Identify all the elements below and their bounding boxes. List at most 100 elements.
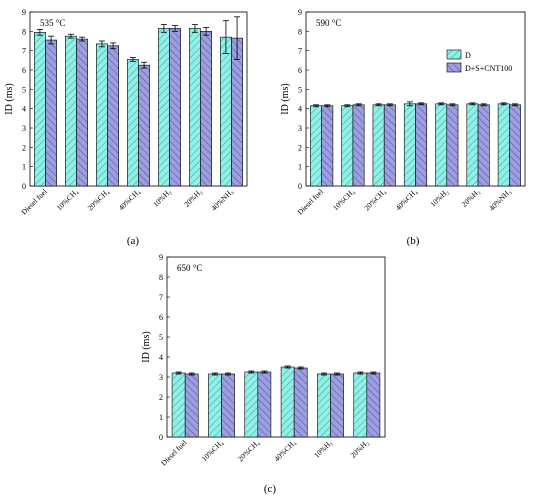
y-tick-label: 7: [159, 293, 163, 302]
bar-d: [220, 36, 232, 187]
bar-dscnt: [45, 39, 57, 187]
bar-d: [34, 31, 46, 187]
panel-label: (c): [264, 483, 277, 495]
x-tick-label: 10%CH₄: [200, 438, 226, 464]
y-tick-label: 2: [159, 393, 163, 402]
y-tick-label: 3: [159, 373, 163, 382]
y-tick-label: 4: [159, 353, 163, 362]
legend-swatch: [446, 62, 462, 73]
bar-dscnt: [477, 104, 490, 187]
y-tick-label: 5: [298, 85, 302, 94]
legend-swatch: [446, 49, 462, 60]
bar-d: [208, 373, 222, 438]
bar-d: [435, 103, 448, 187]
y-axis-label: ID (ms): [141, 331, 152, 362]
y-tick-label: 0: [298, 182, 302, 191]
y-tick-label: 6: [22, 66, 26, 75]
chart-panel-a: 0 1 2 3 4 5 6 7 8 9 ID (ms) 535 °C Diesel fuel 10%CH₄…: [4, 8, 248, 247]
bar-dscnt: [293, 367, 308, 438]
y-tick-label: 6: [159, 313, 163, 322]
x-tick-label: 20%H₂: [182, 187, 204, 209]
y-tick-label: 7: [22, 47, 26, 56]
legend-label: D: [465, 51, 471, 60]
bar-dscnt: [257, 371, 272, 438]
chart-panel-c: 0 1 2 3 4 5 6 7 8 9 ID (ms) 650 °C Diesel fuel 10%CH₄…: [141, 253, 386, 495]
y-tick-label: 1: [22, 163, 26, 172]
bar-d: [372, 104, 385, 187]
y-tick-label: 1: [298, 163, 302, 172]
x-tick-label: 20%CH₄: [236, 438, 262, 464]
bar-d: [341, 105, 354, 187]
panel-label: (a): [127, 235, 140, 247]
y-tick-label: 9: [159, 253, 163, 262]
y-tick-label: 8: [298, 27, 302, 36]
y-tick-label: 0: [22, 182, 26, 191]
bar-dscnt: [352, 104, 365, 187]
bar-d: [353, 372, 368, 438]
bar-d: [403, 103, 416, 187]
bar-dscnt: [446, 104, 459, 187]
x-tick-label: 10%CH₄: [331, 187, 357, 213]
chart-panel-b: 0 1 2 3 4 5 6 7 8 9 ID (ms) 590 °C Diesel fuel 10%CH₄…: [280, 8, 526, 247]
bar-d: [317, 373, 331, 438]
bar-dscnt: [366, 372, 381, 438]
y-tick-label: 4: [298, 105, 302, 114]
x-tick-label: Diesel fuel: [296, 187, 325, 216]
bar-dscnt: [138, 64, 150, 187]
x-tick-label: Diesel fuel: [159, 438, 188, 467]
chart-title: 650 °C: [177, 263, 202, 273]
bar-dscnt: [184, 373, 199, 438]
bar-d: [497, 103, 510, 187]
x-tick-label: 20%H₂: [348, 438, 370, 460]
y-axis-label: ID (ms): [280, 83, 291, 114]
bar-dscnt: [509, 104, 521, 187]
y-tick-label: 8: [159, 273, 163, 282]
bar-d: [189, 28, 201, 187]
bar-d: [96, 43, 108, 187]
panel-label: (b): [407, 235, 420, 247]
bar-d: [244, 371, 259, 438]
y-tick-label: 3: [298, 124, 302, 133]
x-tick-label: 20%H₂: [460, 187, 482, 209]
bar-dscnt: [200, 31, 212, 187]
bar-d: [127, 59, 139, 187]
x-tick-label: 40%CH₄: [272, 438, 298, 464]
x-tick-label: 10%H₂: [428, 187, 450, 209]
y-tick-label: 9: [298, 8, 302, 17]
y-tick-label: 9: [22, 8, 26, 17]
bar-dscnt: [76, 38, 88, 187]
chart-title: 590 °C: [316, 18, 341, 28]
y-tick-label: 0: [159, 433, 163, 442]
bar-dscnt: [221, 373, 235, 438]
x-tick-label: 40%NH₃: [209, 187, 235, 213]
bar-d: [310, 105, 322, 187]
chart-title: 535 °C: [40, 18, 65, 28]
bar-dscnt: [321, 105, 334, 187]
x-tick-label: 40%NH₃: [487, 187, 513, 213]
bar-dscnt: [107, 45, 119, 187]
y-tick-label: 8: [22, 27, 26, 36]
legend-label: D+S+CNT100: [465, 64, 512, 73]
y-tick-label: 1: [159, 413, 163, 422]
x-tick-label: 20%CH₄: [86, 187, 112, 213]
x-tick-label: 10%CH₄: [55, 187, 81, 213]
bar-dscnt: [169, 28, 181, 187]
y-tick-label: 5: [159, 333, 163, 342]
bar-dscnt: [231, 37, 243, 187]
bar-dscnt: [415, 103, 428, 187]
x-tick-label: 10%H₂: [151, 187, 173, 209]
y-tick-label: 4: [22, 105, 26, 114]
plot-frame: [166, 256, 386, 438]
y-tick-label: 7: [298, 47, 302, 56]
y-tick-label: 3: [22, 124, 26, 133]
x-tick-label: Diesel fuel: [19, 187, 48, 216]
x-tick-label: 10%H₂: [312, 438, 334, 460]
y-axis-label: ID (ms): [4, 83, 15, 114]
bar-d: [65, 35, 77, 187]
bar-dscnt: [383, 104, 396, 187]
y-tick-label: 5: [22, 85, 26, 94]
bar-d: [280, 366, 295, 438]
y-tick-label: 2: [298, 143, 302, 152]
bar-dscnt: [330, 373, 344, 438]
